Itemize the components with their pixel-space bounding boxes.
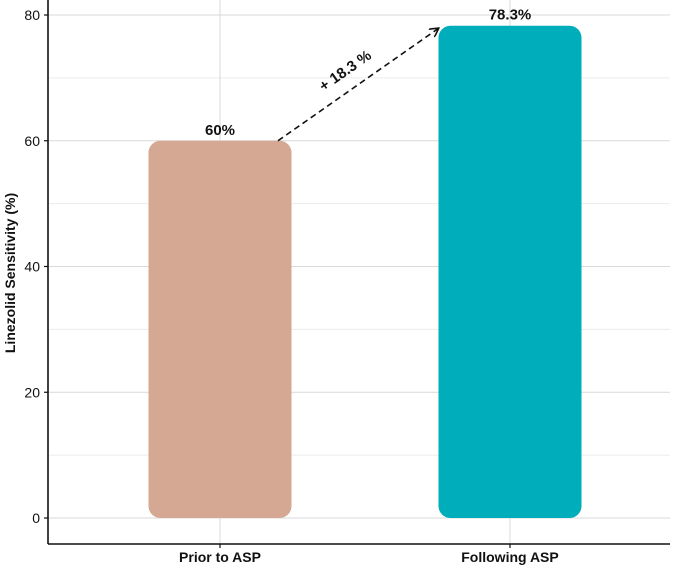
bars (148, 25, 582, 518)
change-annotation: + 18.3 % (277, 29, 438, 142)
change-arrow (277, 29, 438, 142)
change-label: + 18.3 % (316, 47, 375, 95)
y-tick-labels: 0 20 40 60 80 (24, 7, 48, 526)
y-tick-label: 0 (32, 510, 40, 526)
data-label: 60% (205, 122, 235, 139)
x-tick-label: Following ASP (461, 549, 558, 565)
x-tick-label: Prior to ASP (179, 549, 261, 565)
x-tick-labels: Prior to ASP Following ASP (179, 544, 559, 565)
bar (438, 25, 582, 518)
bar (148, 140, 292, 518)
y-tick-label: 60 (24, 133, 40, 149)
y-tick-label: 40 (24, 259, 40, 275)
y-tick-label: 20 (24, 384, 40, 400)
y-axis-title: Linezolid Sensitivity (%) (2, 193, 18, 353)
data-labels: 60% 78.3% (205, 7, 531, 139)
data-label: 78.3% (489, 7, 532, 24)
axes (47, 0, 670, 545)
y-tick-label: 80 (24, 7, 40, 23)
